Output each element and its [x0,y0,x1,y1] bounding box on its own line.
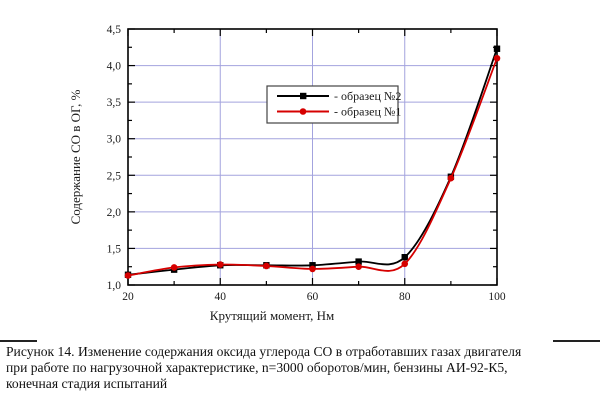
data-point-marker [263,262,270,270]
data-point-marker [216,261,224,268]
y-tick-label: 2,5 [107,170,122,182]
data-point-marker [355,263,362,271]
x-axis-label: Крутящий момент, Нм [210,308,334,323]
y-tick-label: 1,0 [107,280,122,292]
data-point-marker [309,265,316,273]
legend-marker [299,108,307,115]
series-2 [124,54,501,279]
y-axis-label: Содержание СО в ОГ, % [68,89,83,224]
x-tick-label: 80 [399,291,411,303]
data-point-marker [493,54,501,62]
y-tick-label: 2,0 [107,207,122,219]
legend-box [266,85,399,124]
y-tick-label: 4,0 [107,61,122,73]
data-point-marker [493,45,501,52]
x-tick-label: 60 [307,291,319,303]
co-line-chart: 1,0 1,5 2,0 2,5 3,0 3,5 4,0 4,5 20 40 60 80 100 Крутя… [68,24,506,323]
data-point-marker [309,262,316,269]
legend-label: - образец №1 [334,105,401,119]
y-tick-label: 3,0 [107,134,122,146]
y-tick-label: 1,5 [107,243,122,255]
legend-item [277,108,329,115]
x-tick-label: 100 [488,291,506,303]
y-tick-label: 3,5 [107,97,122,109]
legend-item [277,92,329,100]
data-point-marker [401,260,409,268]
data-point-marker [170,264,178,271]
x-tick-label: 20 [122,291,134,303]
data-point-marker [124,272,132,279]
legend-marker [300,92,307,100]
legend [266,85,399,124]
caption-line-3: конечная стадия испытаний [6,376,168,392]
caption-rule-left [0,340,37,342]
y-tick-label: 4,5 [107,24,122,36]
caption-line-2: при работе по нагрузочной характеристике… [6,360,508,376]
data-point-marker [401,254,408,261]
x-tick-label: 40 [215,291,227,303]
figure-caption: Рисунок 14. Изменение содержания оксида … [6,344,592,392]
data-point-marker [447,174,455,182]
caption-line-1: Рисунок 14. Изменение содержания оксида … [6,344,522,359]
data-point-marker [355,258,362,265]
caption-rule-right [553,340,600,342]
legend-label: - образец №2 [334,89,401,103]
